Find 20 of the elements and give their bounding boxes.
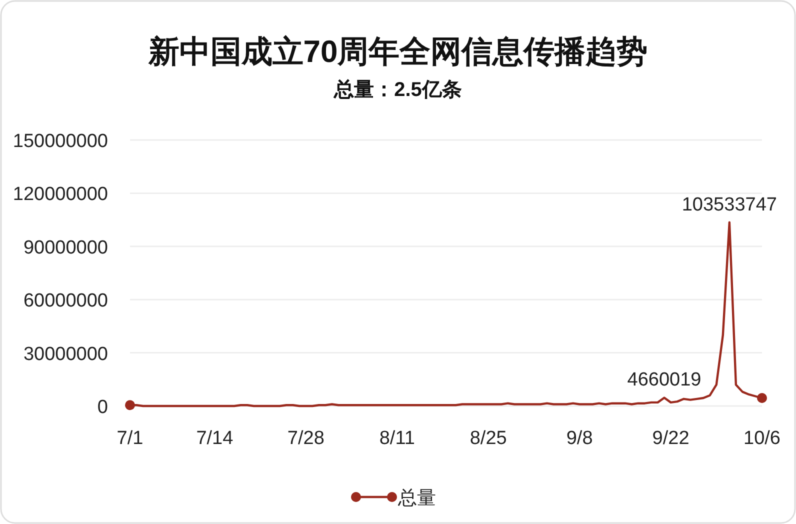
x-tick-label: 9/22 bbox=[652, 428, 690, 449]
x-tick-label: 10/6 bbox=[744, 428, 780, 449]
y-tick-label: 150000000 bbox=[12, 131, 108, 152]
chart-title: 新中国成立70周年全网信息传播趋势 bbox=[147, 34, 648, 69]
y-tick-label: 120000000 bbox=[12, 184, 108, 206]
y-tick-label: 0 bbox=[97, 397, 108, 418]
x-tick-label: 9/8 bbox=[566, 428, 593, 449]
chart-subtitle: 总量：2.5亿条 bbox=[333, 78, 462, 101]
data-label: 4660019 bbox=[627, 370, 702, 391]
x-tick-label: 8/11 bbox=[379, 428, 415, 449]
legend: 总量 bbox=[351, 488, 436, 509]
y-tick-label: 60000000 bbox=[23, 290, 108, 312]
data-label: 103533747 bbox=[682, 194, 777, 216]
x-tick-label: 7/14 bbox=[196, 428, 234, 449]
legend-label: 总量 bbox=[397, 488, 436, 509]
y-tick-label: 90000000 bbox=[23, 237, 108, 258]
x-tick-label: 7/1 bbox=[116, 428, 144, 449]
x-tick-label: 7/28 bbox=[287, 428, 324, 449]
x-tick-label: 8/25 bbox=[470, 428, 507, 449]
y-tick-label: 30000000 bbox=[23, 344, 108, 365]
